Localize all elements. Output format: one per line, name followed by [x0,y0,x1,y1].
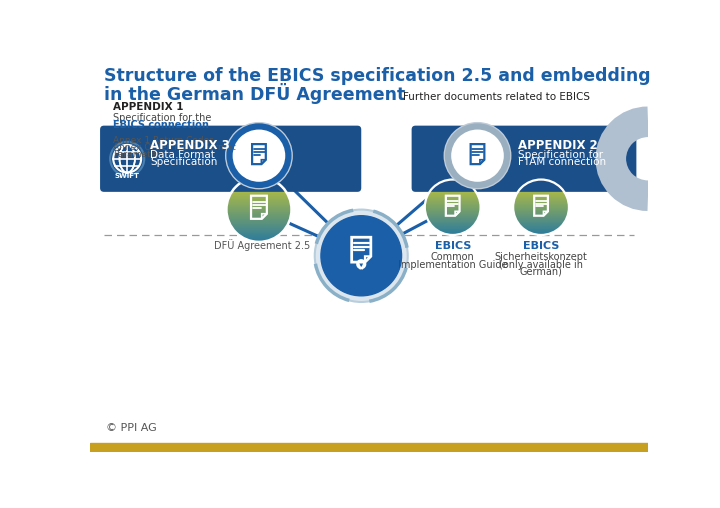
Bar [228,218,290,219]
Text: © PPI AG: © PPI AG [106,423,156,433]
Bar [227,206,292,207]
Circle shape [315,210,408,302]
Bar [232,227,287,228]
Bar [234,230,284,231]
Text: German): German) [520,267,562,276]
Bar [236,186,282,187]
Text: SWIFT: SWIFT [114,173,140,179]
Circle shape [226,123,292,188]
Bar [238,234,279,235]
Bar [230,195,288,196]
Bar [227,214,291,215]
Bar [228,199,290,200]
Bar [242,181,276,182]
Bar [234,188,284,189]
Bar [250,178,269,179]
Bar [229,197,289,198]
Bar [228,198,289,199]
Text: Annex Order Types, Format: Annex Order Types, Format [113,143,236,152]
Text: EBICS: EBICS [434,241,471,251]
Text: (only available in: (only available in [499,260,583,270]
Text: Specification: Specification [150,157,218,167]
Bar [240,183,278,184]
Bar [235,231,283,232]
Circle shape [230,126,289,185]
Bar [228,216,291,217]
Bar [255,177,263,178]
Circle shape [448,126,507,185]
Bar [228,219,290,220]
Bar [255,241,263,242]
Text: Specification for the: Specification for the [113,113,212,122]
Text: Annex 1 Return Codes: Annex 1 Return Codes [113,136,214,145]
Text: Data Format: Data Format [150,149,215,160]
FancyBboxPatch shape [412,125,636,192]
Text: Sicherheitskonzept: Sicherheitskonzept [495,252,588,262]
Bar [90,443,648,452]
Bar [231,226,287,227]
Bar [236,232,282,233]
Bar [238,184,279,185]
Bar [231,193,287,194]
Bar [227,212,292,213]
Bar [244,238,274,239]
Bar [226,208,292,209]
Text: Parameters: Parameters [113,150,165,160]
Circle shape [321,216,402,296]
Bar [244,180,274,181]
Text: APPENDIX 3: APPENDIX 3 [150,139,230,152]
Bar [242,237,276,238]
Bar [230,225,287,226]
Bar [228,220,289,221]
Text: EBICS connection: EBICS connection [113,120,209,130]
Bar [227,204,291,205]
Text: DFÜ Agreement 2.5: DFÜ Agreement 2.5 [214,239,310,251]
Bar [226,210,292,211]
Text: Specification for: Specification for [518,149,603,160]
Bar [235,187,283,188]
Bar [227,207,292,208]
Bar [227,213,292,214]
Bar [232,191,286,192]
Bar [227,205,292,206]
Bar [229,222,289,223]
Text: FTAM connection: FTAM connection [518,157,606,167]
Bar [233,229,285,230]
Text: APPENDIX 1: APPENDIX 1 [113,102,184,112]
Bar [237,233,281,234]
Bar [230,224,288,225]
Text: Structure of the EBICS specification 2.5 and embedding: Structure of the EBICS specification 2.5… [104,67,651,85]
Bar [246,179,271,180]
FancyBboxPatch shape [100,125,361,192]
Bar [232,192,287,193]
Text: Common: Common [431,252,474,262]
Bar [226,209,292,210]
Bar [230,194,287,195]
Bar [228,201,290,202]
Bar [228,200,290,201]
Text: EBICS: EBICS [523,241,559,251]
Bar [227,215,291,216]
Bar [237,185,281,186]
Bar [240,235,278,236]
Bar [246,239,271,240]
Bar [240,236,277,237]
Text: APPENDIX 2: APPENDIX 2 [518,139,598,152]
Bar [227,203,291,204]
Bar [229,196,289,197]
Text: Implementation Guide: Implementation Guide [398,260,508,270]
Bar [228,217,290,218]
Text: in the German DFÜ Agreement: in the German DFÜ Agreement [104,82,405,104]
Text: Further documents related to EBICS: Further documents related to EBICS [403,92,590,102]
Circle shape [445,123,510,188]
Bar [228,202,291,203]
Bar [240,182,277,183]
Bar [229,221,289,222]
Bar [233,190,286,191]
Bar [230,223,289,224]
Bar [233,189,285,190]
Bar [227,211,292,212]
Bar [233,228,286,229]
Bar [250,240,269,241]
